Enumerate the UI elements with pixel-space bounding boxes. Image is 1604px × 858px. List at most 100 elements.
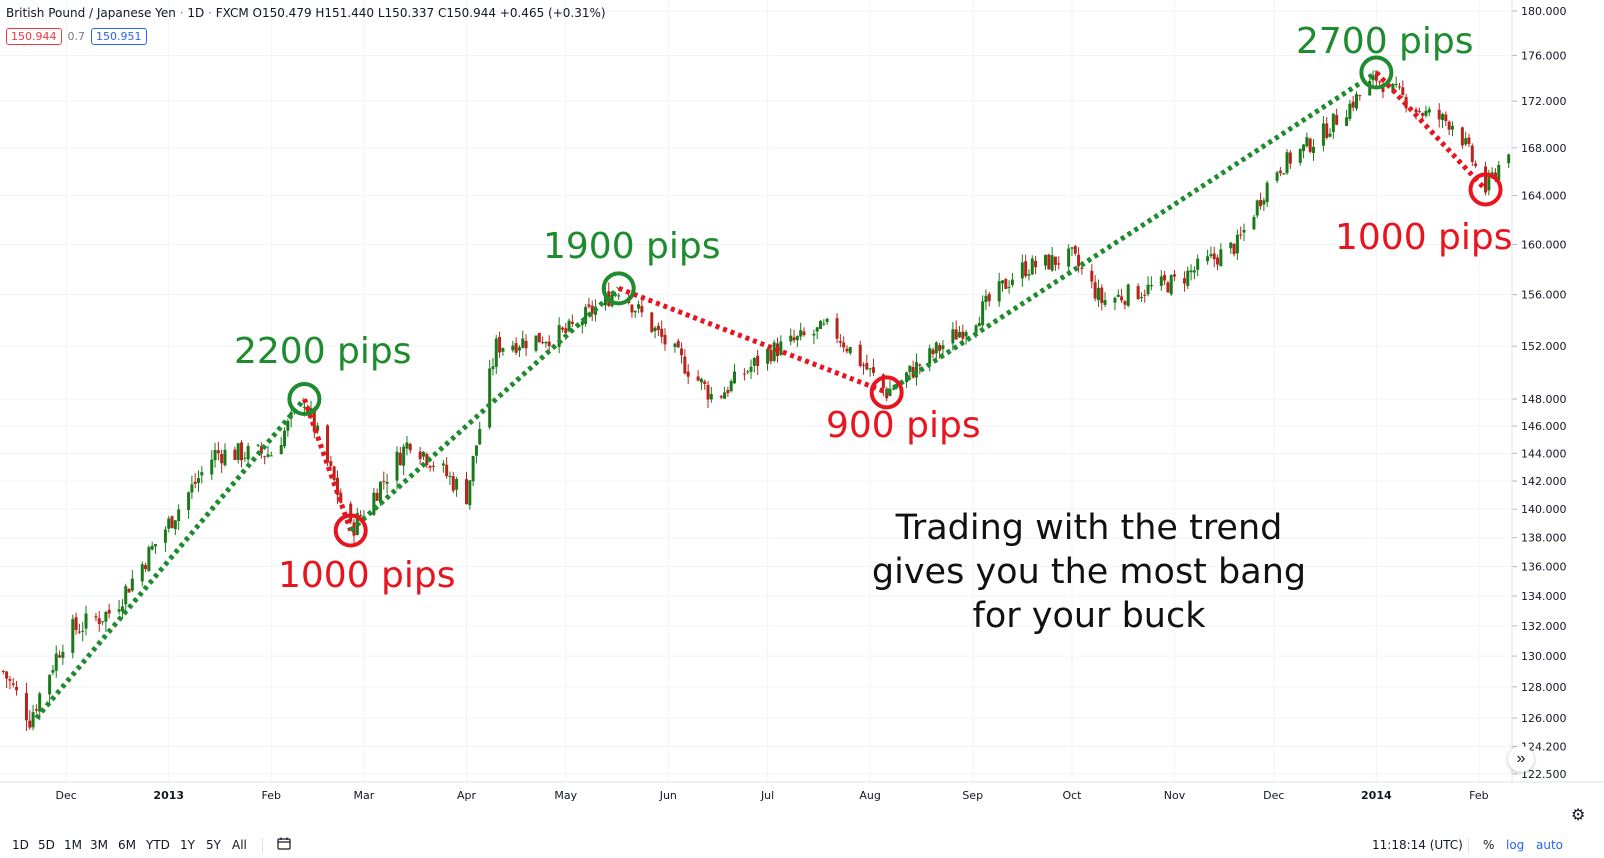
candle-body	[1328, 133, 1332, 137]
candle-body	[981, 301, 985, 326]
range-button-ytd[interactable]: YTD	[146, 838, 170, 852]
price-axis[interactable]: 122.500 124.200 126.000 128.000 130.000 132.0…	[1511, 0, 1567, 782]
candle-body	[448, 476, 452, 478]
candle-body	[1474, 163, 1478, 166]
candle-body	[1120, 296, 1124, 301]
candle-body	[177, 509, 181, 522]
range-button-3m[interactable]: 3M	[90, 838, 108, 852]
candle-body	[445, 464, 449, 477]
candle-body	[838, 341, 842, 343]
range-button-1d[interactable]: 1D	[12, 838, 29, 852]
candle-body	[560, 327, 564, 330]
interval-label[interactable]: 1D	[187, 6, 205, 20]
candle-body	[474, 445, 478, 456]
candle-body	[564, 328, 568, 334]
chart-settings-gear-icon[interactable]: ⚙	[1571, 807, 1586, 824]
candle-body	[316, 425, 320, 431]
turning-point-markers	[287, 55, 1503, 548]
candle-body	[378, 481, 382, 504]
candle-body	[534, 335, 538, 351]
candle-body	[613, 293, 617, 296]
candle-body	[1484, 166, 1488, 193]
candle-body	[1020, 262, 1024, 279]
candle-body	[1331, 113, 1335, 132]
trough-circle-marker	[869, 375, 904, 410]
candle-body	[1285, 152, 1289, 174]
candle-body	[709, 394, 713, 400]
candle-body	[1368, 81, 1372, 96]
range-button-5d[interactable]: 5D	[38, 838, 55, 852]
candle-body	[1043, 255, 1047, 266]
time-tick-label: Dec	[56, 789, 77, 802]
candle-body	[706, 384, 710, 400]
candle-body	[11, 683, 15, 685]
candle-body	[266, 454, 270, 457]
candle-body	[819, 320, 823, 329]
price-tick-label: 156.000	[1521, 289, 1567, 302]
candle-body	[987, 294, 991, 302]
candle-body	[200, 472, 204, 476]
candle-body	[71, 619, 75, 653]
candle-body	[48, 675, 52, 695]
ohlc-values: O150.479 H151.440 L150.337 C150.944 +0.4…	[252, 6, 606, 20]
candle-body	[779, 341, 783, 355]
date-range-calendar-icon[interactable]	[276, 836, 292, 855]
log-scale-toggle[interactable]: log	[1506, 838, 1525, 852]
range-button-1y[interactable]: 1Y	[180, 838, 195, 852]
candle-body	[1354, 94, 1358, 109]
percent-scale-toggle[interactable]: %	[1483, 838, 1495, 852]
candle-body	[1398, 86, 1402, 88]
range-button-5y[interactable]: 5Y	[206, 838, 221, 852]
candle-body	[1288, 152, 1292, 164]
candle-body	[1057, 263, 1061, 265]
candle-body	[1196, 258, 1200, 270]
candle-body	[127, 588, 131, 593]
candle-body	[663, 334, 667, 345]
range-button-1m[interactable]: 1M	[64, 838, 82, 852]
candle-body	[1139, 296, 1143, 298]
candle-body	[441, 463, 445, 466]
range-button-6m[interactable]: 6M	[118, 838, 136, 852]
candle-body	[468, 480, 472, 506]
sell-button[interactable]: 150.944	[6, 28, 62, 45]
candle-body	[279, 445, 283, 455]
symbol-name[interactable]: British Pound / Japanese Yen	[6, 6, 176, 20]
candle-body	[150, 545, 154, 550]
candle-body	[1374, 73, 1378, 81]
price-tick-label: 124.200	[1521, 741, 1567, 754]
candle-body	[428, 465, 432, 468]
time-tick-label: Nov	[1164, 789, 1186, 802]
candle-body	[1497, 164, 1501, 180]
candle-body	[147, 547, 151, 572]
candle-body	[1219, 249, 1223, 267]
candle-body	[1173, 274, 1177, 277]
candle-body	[1265, 182, 1269, 203]
candle-body	[395, 451, 399, 481]
candle-body	[1192, 270, 1196, 273]
candle-body	[58, 655, 62, 658]
price-tick-label: 142.000	[1521, 475, 1567, 488]
buy-button[interactable]: 150.951	[91, 28, 147, 45]
candle-body	[825, 318, 829, 323]
price-tick-label: 180.000	[1521, 5, 1567, 18]
scroll-to-realtime-button[interactable]: »	[1508, 746, 1534, 772]
candle-body	[1259, 199, 1263, 207]
trough-circle-marker	[1468, 172, 1503, 207]
candle-body	[812, 333, 816, 336]
candle-body	[501, 348, 505, 352]
candle-body	[1487, 174, 1491, 191]
candle-body	[193, 481, 197, 484]
auto-scale-toggle[interactable]: auto	[1536, 838, 1564, 852]
candle-body	[1298, 149, 1302, 163]
price-tick-label: 138.000	[1521, 532, 1567, 545]
candle-body	[34, 709, 38, 711]
candle-body	[421, 451, 425, 457]
utc-clock[interactable]: 11:18:14 (UTC)	[1372, 838, 1463, 852]
candle-body	[1507, 154, 1511, 164]
candle-body	[871, 367, 875, 373]
time-axis[interactable]: Dec 2013 Feb Mar Apr May Jun Jul Aug Sep Oct Nov Dec…	[0, 781, 1604, 802]
range-button-all[interactable]: All	[232, 838, 247, 852]
candle-body	[1371, 75, 1375, 81]
candle-body	[789, 335, 793, 342]
